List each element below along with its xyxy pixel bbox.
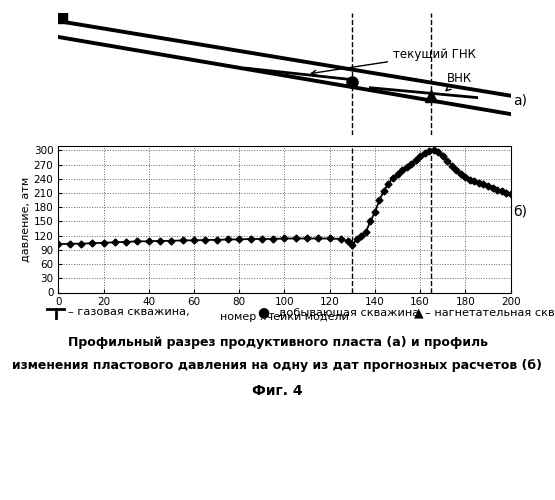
- Text: изменения пластового давления на одну из дат прогнозных расчетов (б): изменения пластового давления на одну из…: [13, 360, 542, 372]
- Y-axis label: давление, атм: давление, атм: [21, 176, 31, 262]
- Text: ВНК: ВНК: [446, 72, 472, 90]
- Text: ●: ●: [258, 306, 270, 320]
- Text: – газовая скважина,: – газовая скважина,: [68, 308, 189, 318]
- Text: – добывающая скважина: – добывающая скважина: [269, 308, 419, 318]
- Text: а): а): [513, 94, 527, 108]
- Text: Фиг. 4: Фиг. 4: [252, 384, 303, 398]
- Text: б): б): [513, 204, 527, 218]
- Text: текущий ГНК: текущий ГНК: [311, 48, 476, 75]
- Text: Профильный разрез продуктивного пласта (а) и профиль: Профильный разрез продуктивного пласта (…: [68, 336, 487, 349]
- Text: – нагнетательная скважина: – нагнетательная скважина: [425, 308, 555, 318]
- X-axis label: номер ячейки модели: номер ячейки модели: [220, 312, 349, 322]
- Text: ▲: ▲: [414, 306, 424, 319]
